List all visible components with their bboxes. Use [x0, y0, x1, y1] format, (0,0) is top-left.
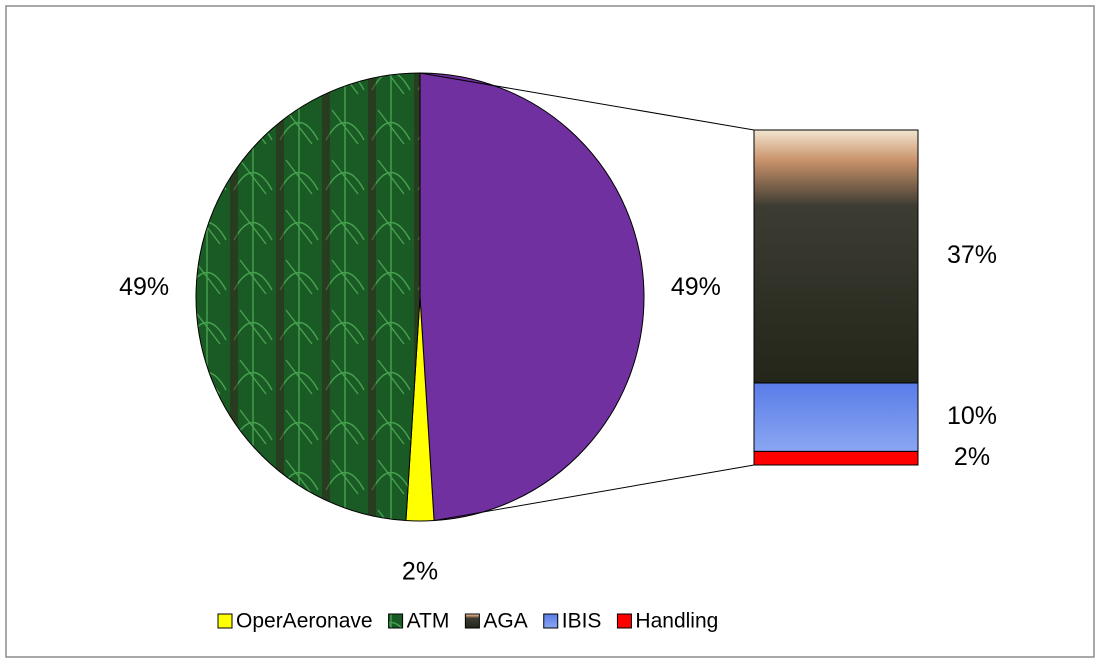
legend-label: OperAeronave	[236, 610, 373, 633]
connector	[433, 464, 755, 522]
connector	[419, 72, 755, 131]
bar-segment	[753, 382, 919, 452]
pie-slice	[419, 72, 645, 522]
legend-swatch	[543, 613, 559, 629]
legend-label: ATM	[407, 610, 450, 633]
legend-swatch	[464, 613, 480, 629]
data-label: 37%	[947, 241, 997, 269]
data-label: 10%	[947, 402, 997, 430]
legend-label: AGA	[483, 610, 527, 633]
data-label: 49%	[671, 273, 721, 301]
legend-swatch	[388, 613, 404, 629]
legend-swatch	[217, 613, 233, 629]
bar-segment	[753, 129, 919, 384]
legend-label: IBIS	[562, 610, 602, 633]
bar-segment	[753, 450, 919, 466]
data-label: 49%	[119, 273, 169, 301]
legend-label: Handling	[635, 610, 718, 633]
data-label: 2%	[402, 558, 438, 586]
data-label: 2%	[954, 443, 990, 471]
pie-slice	[195, 72, 421, 522]
legend-swatch	[616, 613, 632, 629]
